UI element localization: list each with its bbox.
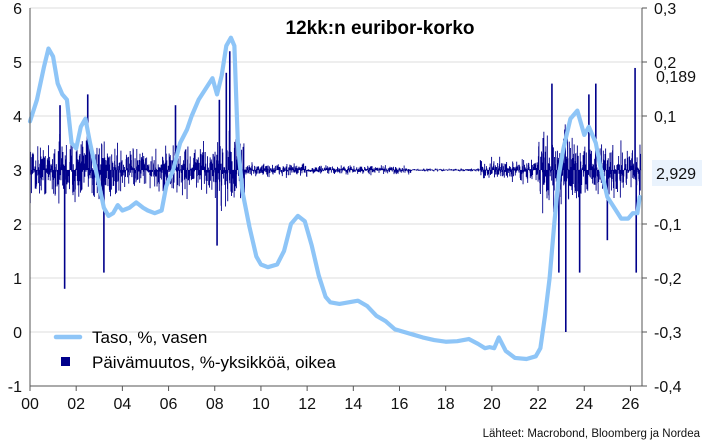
x-tick-label: 24 xyxy=(575,396,593,413)
x-tick-label: 02 xyxy=(67,396,85,413)
legend: Taso, %, vasen Päivämuutos, %-yksikköä, … xyxy=(53,328,336,372)
x-tick-label: 08 xyxy=(206,396,224,413)
x-tick-label: 16 xyxy=(391,396,409,413)
left-axis-ticks: -1 0 1 2 3 4 5 6 xyxy=(8,1,22,396)
x-tick-label: 22 xyxy=(529,396,547,413)
daily-change-bars xyxy=(29,124,642,214)
x-tick-label: 14 xyxy=(344,396,362,413)
legend-daily-swatch xyxy=(61,357,70,366)
legend-level-label: Taso, %, vasen xyxy=(92,328,207,347)
left-tick-label: 2 xyxy=(13,217,22,234)
left-tick-label: 1 xyxy=(13,271,22,288)
left-tick-label: 4 xyxy=(13,109,22,126)
right-tick-label: 0,1 xyxy=(654,109,676,126)
x-tick-label: 18 xyxy=(437,396,455,413)
right-tick-label: -0,4 xyxy=(654,379,682,396)
right-axis-ticks: -0,4 -0,3 -0,2 -0,1 0,1 0,2 0,3 xyxy=(642,1,682,396)
left-tick-label: 5 xyxy=(13,55,22,72)
right-tick-label: -0,2 xyxy=(654,271,682,288)
level-last-value-label: 2,929 xyxy=(656,166,696,183)
x-tick-label: 10 xyxy=(252,396,270,413)
x-tick-label: 26 xyxy=(622,396,640,413)
left-tick-label: 0 xyxy=(13,325,22,342)
level-last-value-box xyxy=(652,160,702,186)
legend-daily-label: Päivämuutos, %-yksikköä, oikea xyxy=(92,353,336,372)
daily-change-last-value-label: 0,189 xyxy=(656,69,696,86)
x-tick-label: 06 xyxy=(160,396,178,413)
x-tick-label: 00 xyxy=(21,396,39,413)
x-tick-label: 20 xyxy=(483,396,501,413)
right-tick-label: -0,3 xyxy=(654,325,682,342)
right-tick-label: 0,3 xyxy=(654,1,676,18)
chart-title: 12kk:n euribor-korko xyxy=(286,18,475,39)
x-axis-ticks: 00 02 04 06 08 10 12 14 16 18 20 22 24 26 xyxy=(21,386,639,413)
source-note: Lähteet: Macrobond, Bloomberg ja Nordea xyxy=(483,428,701,440)
x-tick-label: 12 xyxy=(298,396,316,413)
x-tick-label: 04 xyxy=(113,396,131,413)
left-tick-label: 6 xyxy=(13,1,22,18)
left-tick-label: -1 xyxy=(8,379,22,396)
right-tick-label: 0,2 xyxy=(654,55,676,72)
right-tick-label: -0,1 xyxy=(654,217,682,234)
left-tick-label: 3 xyxy=(13,163,22,180)
level-series-line xyxy=(27,35,642,362)
